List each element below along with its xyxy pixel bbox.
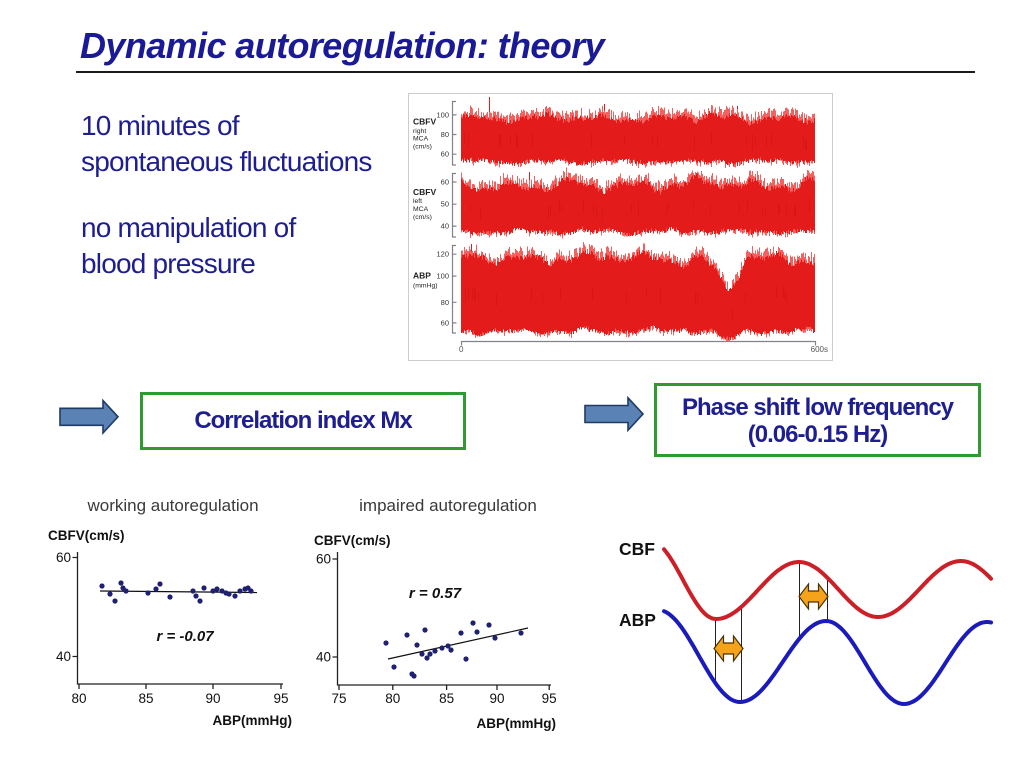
svg-text:CBF: CBF	[619, 539, 655, 559]
svg-text:85: 85	[138, 691, 153, 706]
svg-text:100: 100	[436, 272, 449, 281]
svg-text:impaired autoregulation: impaired autoregulation	[359, 496, 537, 515]
svg-text:working autoregulation: working autoregulation	[86, 496, 258, 515]
svg-text:60: 60	[441, 318, 449, 327]
svg-text:100: 100	[436, 110, 449, 119]
svg-text:CBFV(cm/s): CBFV(cm/s)	[48, 528, 125, 543]
svg-text:85: 85	[439, 691, 454, 706]
svg-text:60: 60	[316, 552, 331, 567]
svg-text:60: 60	[56, 550, 71, 565]
svg-text:r = -0.07: r = -0.07	[156, 628, 214, 645]
svg-text:40: 40	[441, 222, 449, 231]
svg-text:MCA: MCA	[413, 206, 429, 213]
svg-text:CBFV: CBFV	[413, 187, 436, 197]
svg-text:60: 60	[441, 150, 449, 159]
svg-text:50: 50	[441, 200, 449, 209]
svg-text:90: 90	[205, 691, 220, 706]
svg-text:40: 40	[56, 649, 71, 664]
svg-text:0: 0	[459, 345, 464, 354]
svg-text:95: 95	[542, 691, 557, 706]
svg-text:CBFV(cm/s): CBFV(cm/s)	[314, 533, 391, 548]
svg-text:40: 40	[316, 650, 331, 665]
svg-text:(cm/s): (cm/s)	[413, 144, 432, 151]
svg-text:CBFV: CBFV	[413, 117, 436, 127]
svg-text:ABP: ABP	[619, 610, 656, 630]
svg-text:60: 60	[441, 178, 449, 187]
svg-text:600s: 600s	[811, 345, 828, 354]
svg-text:ABP(mmHg): ABP(mmHg)	[477, 716, 557, 731]
svg-text:80: 80	[441, 298, 449, 307]
svg-text:MCA: MCA	[413, 136, 429, 143]
svg-text:r = 0.57: r = 0.57	[409, 585, 462, 602]
svg-text:ABP: ABP	[413, 271, 431, 281]
svg-text:right: right	[413, 128, 426, 135]
svg-text:90: 90	[489, 691, 504, 706]
svg-text:ABP(mmHg): ABP(mmHg)	[213, 713, 293, 728]
svg-text:95: 95	[273, 691, 288, 706]
svg-text:75: 75	[331, 691, 346, 706]
svg-text:left: left	[413, 198, 422, 205]
svg-text:80: 80	[385, 691, 400, 706]
svg-text:80: 80	[441, 130, 449, 139]
svg-text:(mmHg): (mmHg)	[413, 283, 438, 290]
svg-text:80: 80	[71, 691, 86, 706]
svg-text:(cm/s): (cm/s)	[413, 214, 432, 221]
svg-text:120: 120	[436, 250, 449, 259]
